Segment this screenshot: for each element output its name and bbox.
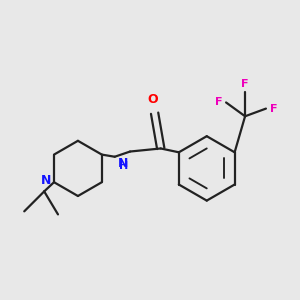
Text: F: F [270,103,278,114]
Text: O: O [148,92,158,106]
Text: F: F [215,98,222,107]
Text: F: F [241,79,249,89]
Text: N: N [118,157,128,170]
Text: H: H [119,161,128,171]
Text: N: N [41,174,52,187]
